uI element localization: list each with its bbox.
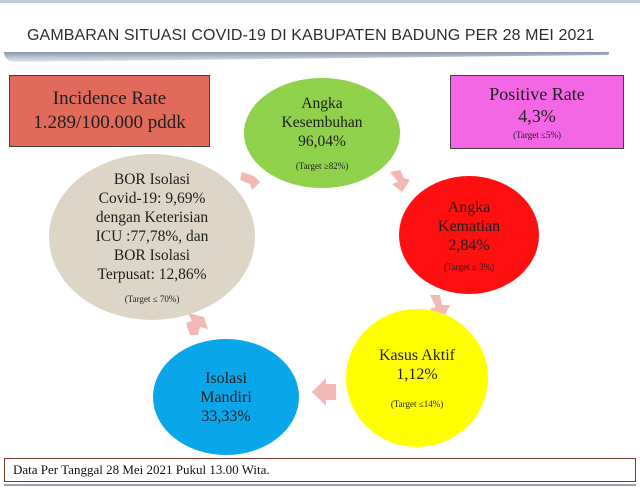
positive-rate-label: Positive Rate: [489, 83, 585, 104]
positive-rate-target: (Target ≤5%): [513, 129, 561, 140]
bor-isolasi-node: BOR Isolasi Covid-19: 9,69% dengan Keter…: [49, 154, 255, 320]
isolasi-line2: Mandiri: [200, 388, 252, 406]
incidence-rate-label: Incidence Rate: [52, 88, 167, 109]
isolasi-mandiri-node: Isolasi Mandiri 33,33%: [153, 339, 299, 455]
top-divider: [0, 0, 640, 3]
arrow-kasus-aktif-to-isolasi: [312, 378, 336, 406]
kesembuhan-target: (Target ≥82%): [295, 161, 349, 171]
incidence-rate-box: Incidence Rate 1.289/100.000 pddk: [9, 75, 210, 147]
bor-target: (Target ≤ 70%): [124, 293, 180, 304]
isolasi-value: 33,33%: [201, 407, 251, 425]
bor-line1: BOR Isolasi: [113, 170, 191, 188]
kasus-aktif-node: Kasus Aktif 1,12% (Target ≤14%): [346, 309, 488, 447]
bor-line4: ICU :77,78%, dan: [95, 227, 209, 245]
isolasi-line1: Isolasi: [205, 369, 247, 387]
kasus-aktif-target: (Target ≤14%): [390, 399, 444, 409]
kematian-line1: Angka: [447, 198, 491, 216]
positive-rate-box: Positive Rate 4,3% (Target ≤5%): [450, 75, 624, 149]
arrow-bor-to-kesembuhan: [240, 172, 260, 190]
kematian-line2: Kematian: [437, 217, 501, 235]
bor-line6: Terpusat: 12,86%: [97, 265, 207, 283]
kesembuhan-value: 96,04%: [298, 133, 346, 150]
arrow-isolasi-to-bor: [186, 313, 208, 335]
footer-divider: [4, 484, 636, 486]
bor-line5: BOR Isolasi: [113, 246, 191, 264]
kematian-value: 2,84%: [448, 236, 490, 254]
slide-title: GAMBARAN SITUASI COVID-19 DI KABUPATEN B…: [27, 27, 595, 44]
kematian-target: (Target ≤ 3%): [443, 261, 495, 272]
bor-line3: dengan Keterisian: [95, 208, 209, 226]
kasus-aktif-value: 1,12%: [396, 366, 438, 383]
kasus-aktif-label: Kasus Aktif: [379, 347, 455, 364]
title-underline-bar: [4, 52, 609, 62]
angka-kesembuhan-node: Angka Kesembuhan 96,04% (Target ≥82%): [244, 78, 400, 188]
arrow-kesembuhan-to-kematian: [390, 170, 410, 192]
kesembuhan-line2: Kesembuhan: [281, 114, 363, 131]
bor-line2: Covid-19: 9,69%: [98, 189, 206, 207]
angka-kematian-node: Angka Kematian 2,84% (Target ≤ 3%): [399, 176, 539, 294]
incidence-rate-value: 1.289/100.000 pddk: [33, 112, 186, 133]
positive-rate-value: 4,3%: [518, 105, 556, 126]
footer-note: Data Per Tanggal 28 Mei 2021 Pukul 13.00…: [4, 458, 636, 482]
kesembuhan-line1: Angka: [301, 95, 343, 112]
